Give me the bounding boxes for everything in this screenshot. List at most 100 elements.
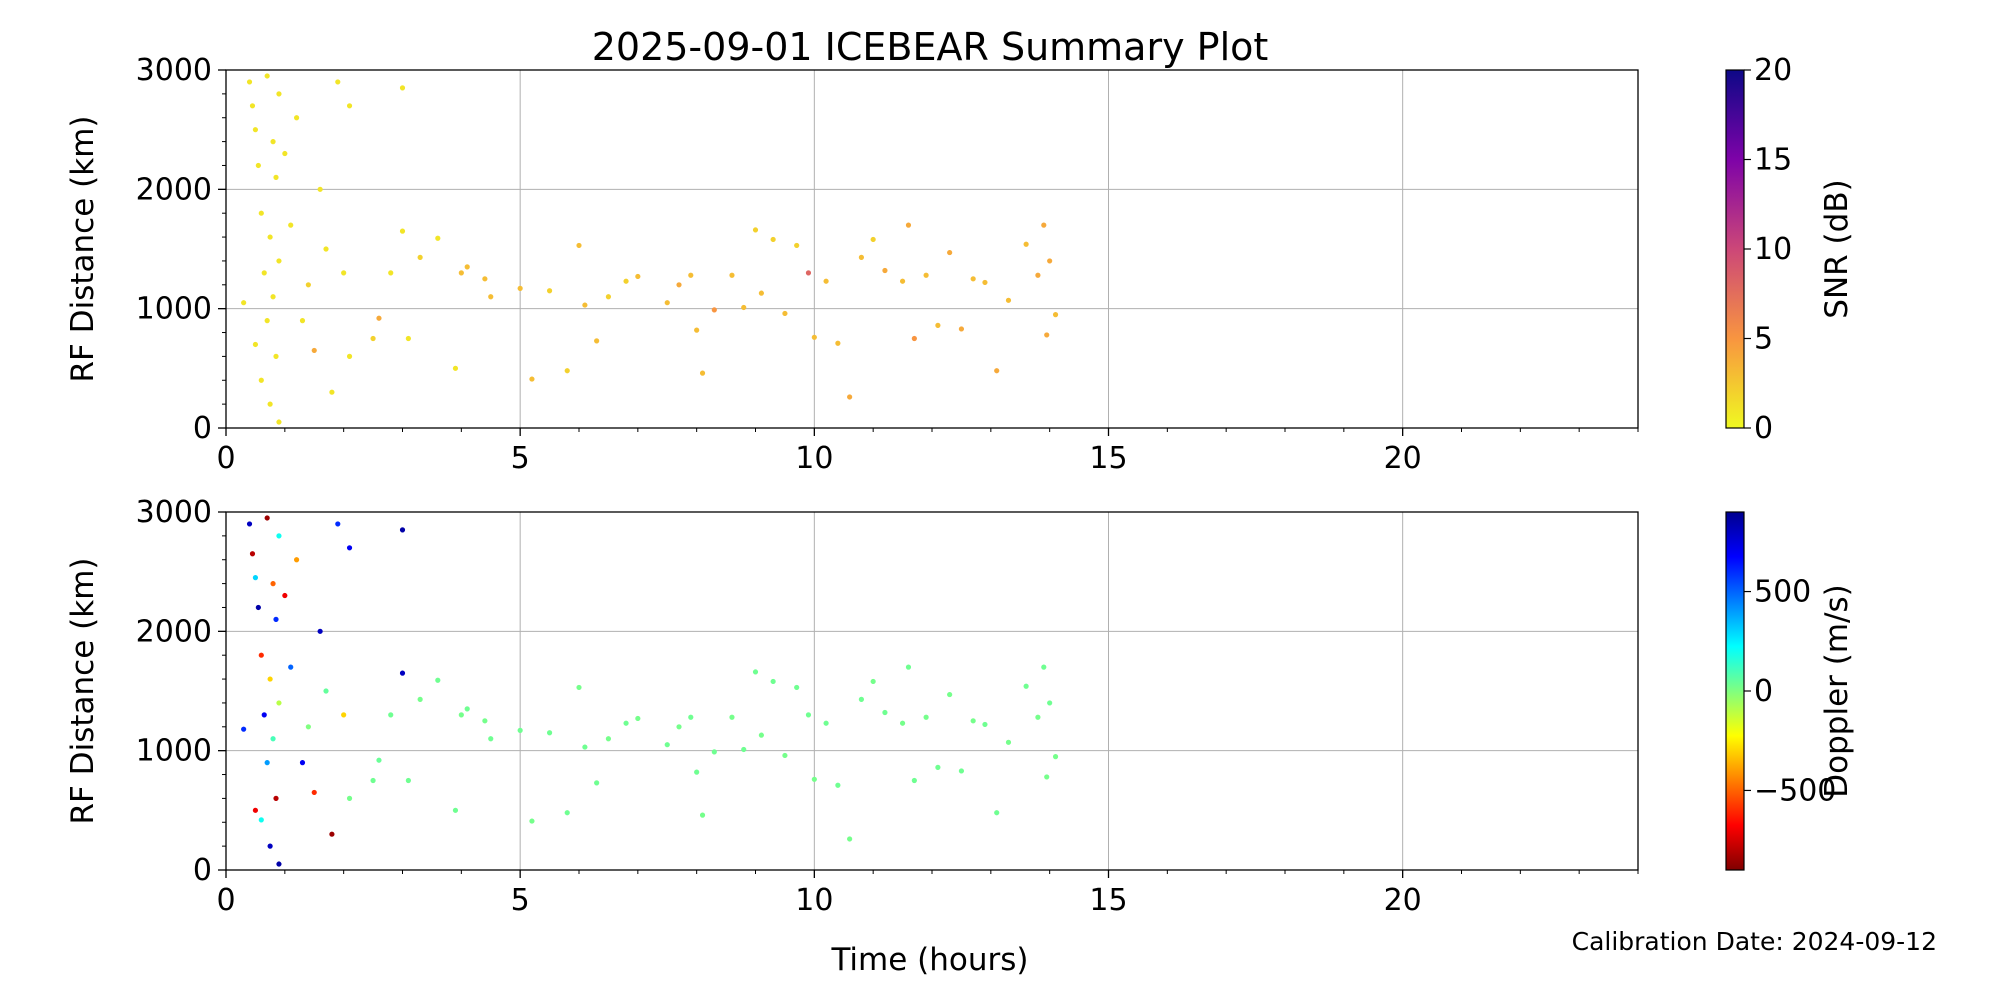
data-point	[276, 861, 282, 867]
data-point	[376, 757, 382, 763]
data-point	[276, 258, 282, 264]
data-point	[1035, 272, 1041, 278]
data-point	[994, 810, 1000, 816]
data-point	[246, 521, 253, 527]
data-point	[267, 234, 273, 240]
data-point	[317, 628, 323, 634]
data-point	[576, 684, 582, 691]
data-point	[758, 732, 764, 738]
x-tick-label: 5	[511, 441, 530, 476]
data-point	[399, 85, 406, 91]
data-point	[882, 709, 888, 716]
data-point	[1041, 222, 1047, 228]
plot-frame	[225, 69, 1639, 429]
data-point	[805, 712, 812, 718]
data-point	[694, 769, 700, 775]
data-point	[346, 795, 353, 802]
data-point	[899, 720, 906, 726]
x-axis-label: Time (hours)	[830, 942, 1028, 978]
data-point	[699, 370, 706, 376]
y-tick-label: 3000	[136, 53, 212, 88]
data-point	[405, 335, 411, 342]
data-point	[958, 326, 965, 332]
data-point	[267, 843, 273, 849]
data-point	[370, 335, 376, 342]
data-point	[970, 718, 976, 724]
colorbar-tick-label: 500	[1754, 575, 1811, 610]
data-point	[264, 73, 270, 79]
data-point	[264, 515, 270, 521]
plot-frame	[225, 511, 1639, 871]
data-point	[258, 377, 264, 383]
data-point	[311, 347, 317, 354]
data-point	[805, 270, 812, 276]
data-point	[741, 746, 747, 753]
x-tick-label: 5	[511, 883, 530, 918]
data-point	[1005, 297, 1012, 303]
data-point	[823, 720, 829, 726]
data-point	[676, 282, 682, 288]
data-point	[305, 724, 311, 730]
data-point	[273, 174, 279, 180]
data-point	[405, 777, 411, 784]
data-point	[1044, 774, 1050, 780]
data-point	[267, 676, 273, 682]
data-point	[335, 521, 341, 527]
data-point	[699, 812, 706, 818]
data-point	[464, 706, 470, 712]
data-point	[1035, 714, 1041, 720]
data-point	[823, 278, 829, 284]
data-point	[341, 712, 347, 718]
data-point	[905, 222, 912, 228]
y-axis-label: RF Distance (km)	[65, 558, 101, 825]
data-point	[1052, 312, 1059, 318]
data-point	[676, 724, 682, 730]
data-point	[546, 730, 553, 736]
colorbar-tick-label: 20	[1754, 53, 1792, 88]
data-point	[564, 810, 570, 816]
data-point	[1047, 700, 1053, 706]
data-point	[258, 817, 264, 823]
data-point	[452, 365, 459, 371]
data-point	[273, 616, 279, 623]
y-axis-label: RF Distance (km)	[65, 116, 101, 383]
data-point	[729, 272, 735, 278]
data-point	[249, 551, 256, 557]
data-point	[688, 714, 694, 720]
data-point	[623, 720, 629, 726]
data-point	[605, 294, 612, 300]
colorbar-tick-label: 0	[1754, 674, 1773, 709]
data-point	[299, 759, 306, 766]
data-point	[752, 227, 759, 233]
colorbar	[1725, 69, 1745, 429]
data-point	[1005, 739, 1012, 745]
data-point	[623, 278, 629, 284]
data-point	[264, 759, 270, 766]
data-point	[858, 254, 865, 260]
data-point	[276, 419, 282, 425]
y-tick-label: 0	[193, 411, 212, 446]
data-point	[388, 712, 394, 718]
x-tick-label: 20	[1384, 441, 1422, 476]
data-point	[947, 691, 953, 698]
data-point	[870, 236, 876, 243]
data-point	[582, 744, 588, 750]
data-point	[576, 242, 582, 249]
data-point	[935, 764, 941, 770]
data-point	[258, 210, 264, 216]
data-point	[317, 186, 323, 192]
data-point	[847, 836, 853, 842]
data-point	[711, 307, 717, 313]
data-point	[882, 267, 888, 274]
doppler-panel: 0 5 10 15 20 0 1000 2000 3000 RF Distance (km) −50…	[65, 495, 1855, 918]
colorbar-tick-label: −500	[1754, 773, 1836, 808]
x-tick-label: 10	[795, 883, 833, 918]
data-point	[982, 279, 988, 286]
data-point	[458, 270, 464, 276]
x-tick-label: 15	[1089, 883, 1127, 918]
data-point	[273, 353, 279, 360]
data-point	[335, 79, 341, 85]
data-point	[435, 677, 441, 683]
data-point	[758, 290, 764, 296]
